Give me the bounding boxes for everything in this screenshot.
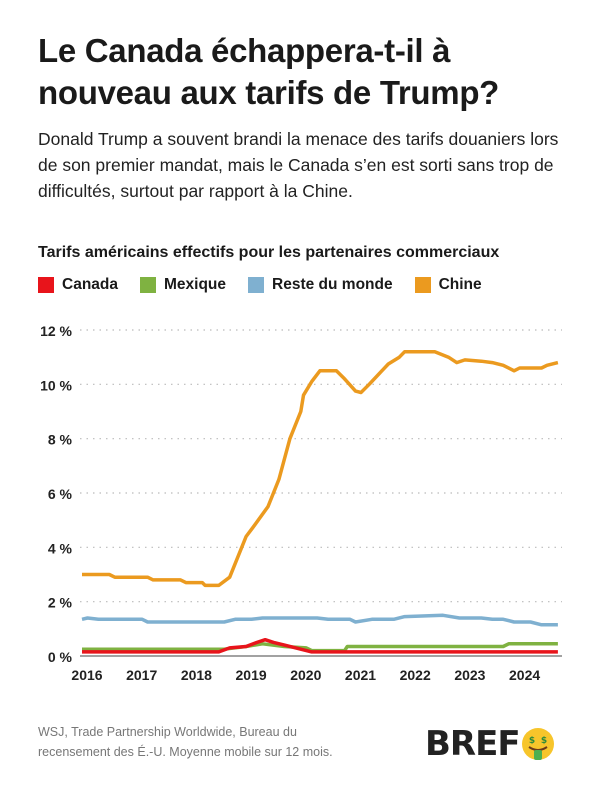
legend-label: Mexique xyxy=(164,276,227,293)
legend-label: Chine xyxy=(438,276,482,293)
legend-item-mexique: Mexique xyxy=(140,276,226,294)
legend-label: Canada xyxy=(62,276,118,293)
series-line-mexique xyxy=(82,642,558,653)
y-tick-label: 4 % xyxy=(48,540,73,556)
legend-swatch xyxy=(38,277,54,293)
subtitle: Donald Trump a souvent brandi la menace … xyxy=(38,129,559,201)
legend-item-reste-du-monde: Reste du monde xyxy=(248,276,393,294)
y-tick-label: 0 % xyxy=(48,649,73,665)
legend-label: Reste du monde xyxy=(272,276,393,293)
legend-swatch xyxy=(414,277,431,293)
line-chart: 0 % 2 % 4 % 6 % 8 % 10 % 12 % 2016 2017 2018 2019 2… xyxy=(40,323,562,683)
y-tick-label: 10 % xyxy=(40,377,72,393)
y-tick-label: 8 % xyxy=(48,432,73,448)
legend-swatch xyxy=(248,277,265,293)
x-tick-label: 2017 xyxy=(126,667,157,683)
page-title: Le Canada échappera-t-il à nouveau aux t… xyxy=(38,32,500,111)
svg-text:$: $ xyxy=(540,736,546,746)
logo-text: BREF xyxy=(425,724,521,764)
x-tick-label: 2023 xyxy=(454,667,485,683)
y-tick-label: 6 % xyxy=(48,486,73,502)
svg-text:$: $ xyxy=(528,736,534,746)
x-tick-label: 2020 xyxy=(290,667,321,683)
y-tick-label: 12 % xyxy=(40,323,72,339)
legend-item-canada: Canada xyxy=(38,276,118,294)
series-line-canada xyxy=(82,637,558,654)
money-mouth-face-icon: $ $ xyxy=(521,728,554,760)
x-tick-label: 2022 xyxy=(400,667,431,683)
legend-swatch xyxy=(140,277,156,293)
x-tick-label: 2019 xyxy=(236,667,267,683)
x-tick-label: 2024 xyxy=(509,667,540,683)
x-tick-label: 2018 xyxy=(181,667,212,683)
legend-item-chine: Chine xyxy=(414,276,482,294)
x-tick-label: 2021 xyxy=(345,667,376,683)
legend: Canada Mexique Reste du monde Chine xyxy=(38,276,482,294)
series-line-chine xyxy=(82,349,559,588)
x-tick-label: 2016 xyxy=(71,667,102,683)
source-note: WSJ, Trade Partnership Worldwide, Bureau… xyxy=(38,725,333,759)
series-line-reste-du-monde xyxy=(81,613,558,627)
bref-logo: BREF $ $ xyxy=(425,724,556,764)
chart-title: Tarifs américains effectifs pour les par… xyxy=(38,244,500,261)
y-tick-label: 2 % xyxy=(48,595,73,611)
